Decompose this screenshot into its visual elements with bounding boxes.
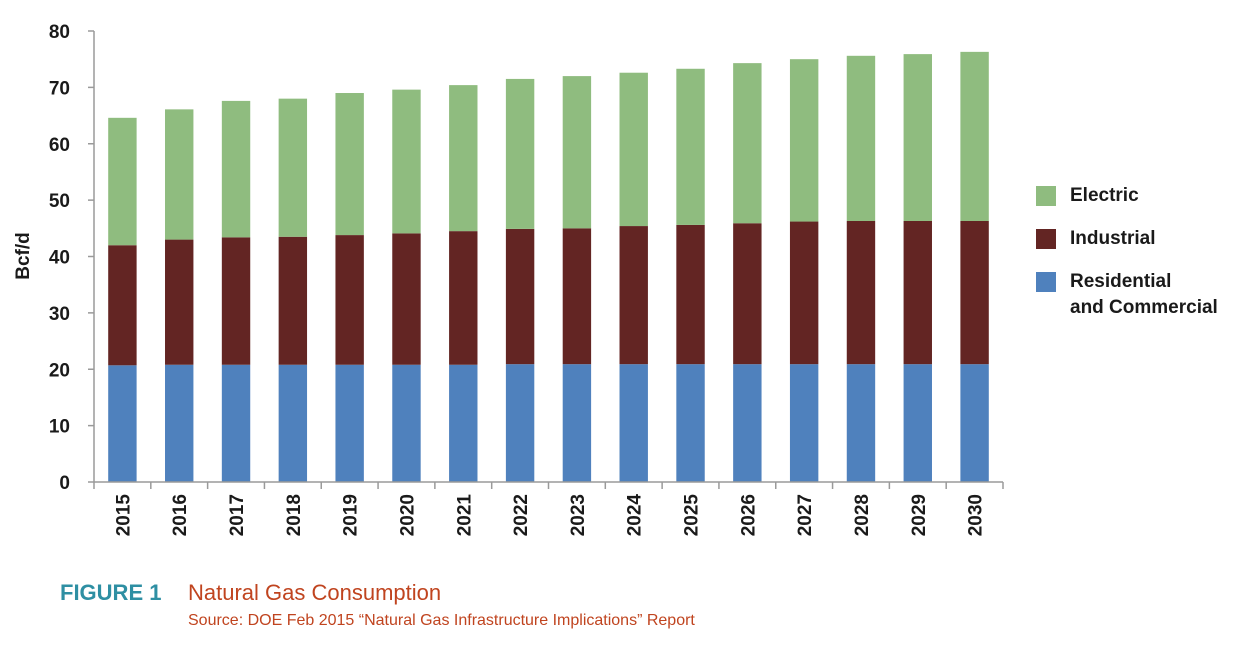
bar-segment-electric-2021 (449, 85, 478, 232)
bar-segment-industrial-2030 (960, 220, 989, 365)
bar-segment-residential-and-commercial-2028 (846, 364, 876, 482)
bar-segment-industrial-2028 (846, 220, 876, 365)
bar-segment-electric-2015 (108, 117, 137, 246)
legend-label-residential-line2: and Commercial (1070, 297, 1218, 318)
legend-swatch-electric (1036, 186, 1056, 206)
bar-segment-electric-2024 (619, 72, 648, 227)
bar-segment-residential-and-commercial-2019 (335, 364, 364, 482)
bar-segment-electric-2017 (221, 100, 251, 238)
bar-segment-industrial-2027 (789, 221, 819, 365)
y-tick-label: 60 (49, 135, 70, 156)
figure-source: Source: DOE Feb 2015 “Natural Gas Infras… (188, 612, 695, 629)
legend-label-electric: Electric (1070, 185, 1139, 206)
x-tick-label-2015: 2015 (113, 494, 134, 537)
bar-segment-electric-2023 (562, 76, 592, 229)
bar-segment-residential-and-commercial-2015 (108, 365, 137, 482)
legend-swatch-residential (1036, 272, 1056, 292)
x-tick-label-2021: 2021 (454, 494, 475, 537)
bar-segment-electric-2028 (846, 55, 876, 221)
bar-segment-residential-and-commercial-2018 (278, 364, 308, 482)
bar-segment-residential-and-commercial-2023 (562, 364, 592, 482)
legend-label-residential-line1: Residential (1070, 271, 1172, 292)
bar-segment-electric-2022 (505, 78, 535, 229)
x-tick-label-2025: 2025 (682, 494, 703, 537)
x-ticks: 2015 2016 2017 2018 2019 2020 2021 2022 2023 2024… (93, 482, 1004, 537)
x-tick-label-2026: 2026 (738, 494, 759, 536)
bar-segment-industrial-2015 (108, 245, 137, 366)
bar-segment-residential-and-commercial-2024 (619, 364, 648, 482)
bar-segment-industrial-2017 (221, 237, 251, 365)
x-tick-label-2018: 2018 (284, 494, 305, 536)
legend-item-electric: Electric (1036, 185, 1218, 209)
legend-label-industrial: Industrial (1070, 228, 1156, 249)
bar-segment-residential-and-commercial-2021 (449, 364, 478, 482)
bar-segment-residential-and-commercial-2026 (733, 364, 762, 482)
x-tick-label-2023: 2023 (568, 494, 589, 536)
bar-segment-industrial-2026 (733, 223, 762, 365)
bar-segment-industrial-2016 (165, 239, 194, 365)
legend-label-residential: Residential and Commercial (1070, 269, 1218, 321)
x-tick-label-2024: 2024 (625, 494, 646, 537)
legend: Electric Industrial Residential and Comm… (1036, 185, 1218, 341)
bar-segment-residential-and-commercial-2029 (903, 364, 932, 482)
bar-segment-residential-and-commercial-2017 (221, 364, 251, 482)
x-tick-label-2028: 2028 (852, 494, 873, 536)
bar-segment-industrial-2029 (903, 220, 932, 365)
bar-segment-industrial-2018 (278, 236, 308, 365)
y-tick-label: 40 (49, 248, 70, 269)
bar-segment-industrial-2024 (619, 226, 648, 365)
bar-segment-industrial-2020 (392, 233, 421, 365)
legend-swatch-industrial (1036, 229, 1056, 249)
bar-segment-electric-2019 (335, 93, 364, 236)
bar-segment-residential-and-commercial-2027 (789, 364, 819, 482)
bar-segment-residential-and-commercial-2022 (505, 364, 535, 482)
bars-group (108, 51, 989, 482)
x-tick-label-2030: 2030 (966, 494, 987, 536)
bar-segment-residential-and-commercial-2020 (392, 364, 421, 482)
y-tick-label: 30 (49, 304, 70, 325)
legend-item-residential: Residential and Commercial (1036, 269, 1218, 321)
bar-segment-electric-2016 (165, 109, 194, 240)
bar-segment-electric-2027 (789, 59, 819, 222)
y-tick-label: 80 (49, 22, 70, 43)
bar-segment-electric-2018 (278, 98, 308, 237)
y-tick-label: 70 (49, 78, 70, 99)
x-tick-label-2027: 2027 (795, 494, 816, 536)
x-tick-label-2029: 2029 (909, 494, 930, 536)
bar-segment-electric-2025 (676, 68, 705, 225)
bar-segment-electric-2020 (392, 89, 421, 234)
y-tick-label: 0 (59, 473, 70, 494)
x-tick-label-2022: 2022 (511, 494, 532, 536)
y-tick-label: 20 (49, 360, 70, 381)
bar-segment-electric-2029 (903, 54, 932, 221)
legend-item-industrial: Industrial (1036, 228, 1218, 252)
y-tick-label: 50 (49, 191, 70, 212)
x-tick-label-2016: 2016 (170, 494, 191, 536)
bar-segment-electric-2030 (960, 51, 989, 221)
bar-segment-industrial-2022 (505, 228, 535, 365)
bar-segment-industrial-2023 (562, 228, 592, 365)
figure-label: FIGURE 1 (60, 580, 162, 605)
x-tick-label-2020: 2020 (397, 494, 418, 536)
y-ticks: 0 10 20 30 40 50 60 70 80 (49, 22, 94, 494)
figure-title: Natural Gas Consumption (188, 580, 442, 605)
bar-segment-industrial-2025 (676, 224, 705, 365)
y-tick-label: 10 (49, 417, 70, 438)
x-tick-label-2019: 2019 (341, 494, 362, 536)
bar-segment-residential-and-commercial-2025 (676, 364, 705, 482)
bar-segment-residential-and-commercial-2030 (960, 364, 989, 482)
bar-segment-industrial-2021 (449, 231, 478, 365)
bar-segment-residential-and-commercial-2016 (165, 364, 194, 482)
bar-segment-industrial-2019 (335, 235, 364, 365)
x-tick-label-2017: 2017 (227, 494, 248, 536)
bar-segment-electric-2026 (733, 63, 762, 224)
y-axis-label: Bcf/d (13, 232, 34, 280)
